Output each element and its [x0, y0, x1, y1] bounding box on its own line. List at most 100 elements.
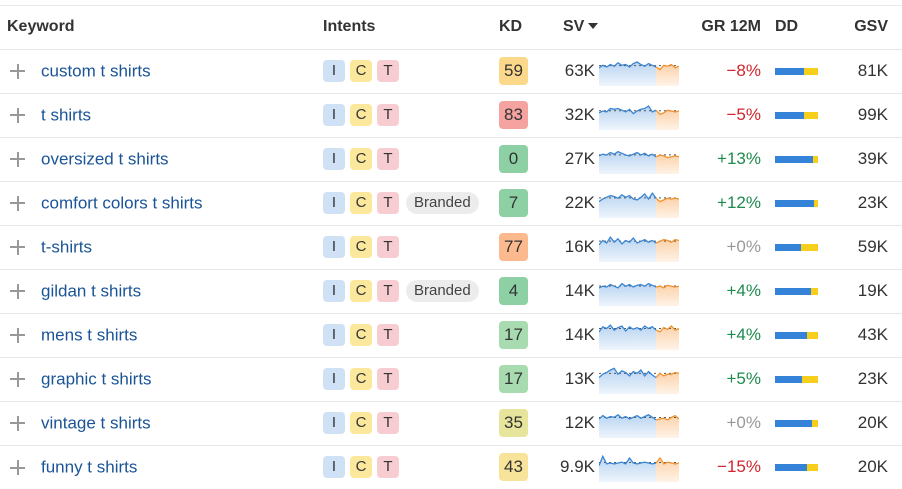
- dd-cell: [761, 137, 828, 182]
- trend-cell: [599, 401, 695, 446]
- search-volume: 14K: [549, 269, 599, 314]
- add-to-list-plus-icon[interactable]: [10, 327, 25, 343]
- keyword-link[interactable]: vintage t shirts: [41, 413, 151, 433]
- intent-informational-badge: I: [323, 236, 345, 258]
- search-volume-trend-sparkline: [599, 150, 679, 174]
- table-row: comfort colors t shirts I C T Branded 7 22K…: [0, 181, 902, 226]
- growth-12m: −15%: [717, 457, 761, 477]
- growth-12m: +0%: [695, 401, 761, 446]
- device-distribution-bar: [775, 288, 818, 296]
- row-overflow: [888, 445, 902, 489]
- row-overflow: [888, 93, 902, 138]
- row-overflow: [888, 313, 902, 358]
- keyword-link[interactable]: t shirts: [41, 105, 92, 125]
- keywords-table: Keyword Intents KD SV GR 12M DD GSV cust…: [0, 6, 902, 489]
- growth-12m: +13%: [695, 137, 761, 182]
- trend-cell: [599, 181, 695, 226]
- search-volume-trend-sparkline: [599, 61, 679, 86]
- keyword-cell: oversized t shirts: [0, 137, 323, 182]
- add-to-list-plus-icon[interactable]: [10, 195, 25, 211]
- add-to-list-plus-icon[interactable]: [10, 415, 25, 431]
- column-header-sv[interactable]: SV: [549, 6, 695, 50]
- intent-informational-badge: I: [323, 368, 345, 390]
- column-header-gsv[interactable]: GSV: [828, 6, 888, 50]
- trend-cell: [599, 313, 695, 358]
- keyword-difficulty-badge: 4: [499, 277, 528, 305]
- column-header-keyword[interactable]: Keyword: [0, 6, 323, 50]
- row-overflow: [888, 181, 902, 226]
- kd-cell: 35: [499, 401, 549, 446]
- keyword-difficulty-badge: 0: [499, 145, 528, 173]
- add-to-list-plus-icon[interactable]: [10, 239, 25, 255]
- column-header-intents[interactable]: Intents: [323, 6, 499, 50]
- intent-commercial-badge: C: [350, 192, 372, 214]
- keyword-link[interactable]: t-shirts: [41, 237, 92, 257]
- keyword-link[interactable]: oversized t shirts: [41, 149, 169, 169]
- keyword-link[interactable]: funny t shirts: [41, 457, 138, 477]
- intent-transactional-badge: T: [377, 148, 399, 170]
- global-search-volume: 23K: [828, 181, 888, 226]
- keyword-cell: custom t shirts: [0, 49, 323, 94]
- add-to-list-plus-icon[interactable]: [10, 460, 25, 475]
- keyword-cell: gildan t shirts: [0, 269, 323, 314]
- intent-informational-badge: I: [323, 324, 345, 346]
- growth-12m: +4%: [695, 269, 761, 314]
- growth-12m: +5%: [695, 357, 761, 402]
- branded-badge: Branded: [406, 280, 479, 302]
- keyword-cell: t shirts: [0, 93, 323, 138]
- intent-commercial-badge: C: [350, 324, 372, 346]
- trend-cell: [599, 93, 695, 138]
- keyword-difficulty-badge: 35: [499, 409, 528, 437]
- intent-transactional-badge: T: [377, 280, 399, 302]
- row-overflow: [888, 357, 902, 402]
- add-to-list-plus-icon[interactable]: [10, 283, 25, 299]
- keyword-link[interactable]: custom t shirts: [41, 61, 151, 81]
- search-volume: 13K: [549, 357, 599, 402]
- intent-commercial-badge: C: [350, 60, 372, 82]
- keyword-link[interactable]: graphic t shirts: [41, 369, 152, 389]
- intent-transactional-badge: T: [377, 104, 399, 126]
- keyword-link[interactable]: comfort colors t shirts: [41, 193, 203, 213]
- column-header-kd[interactable]: KD: [499, 6, 549, 50]
- growth-12m: +4%: [695, 313, 761, 358]
- add-to-list-plus-icon[interactable]: [10, 151, 25, 167]
- intent-commercial-badge: C: [350, 456, 372, 479]
- kd-cell: 4: [499, 269, 549, 314]
- kd-cell: 43: [499, 445, 549, 489]
- row-overflow: [888, 269, 902, 314]
- add-to-list-plus-icon[interactable]: [10, 371, 25, 387]
- keyword-difficulty-badge: 17: [499, 365, 528, 393]
- intents-cell: I C T Branded: [323, 181, 499, 226]
- device-distribution-bar: [775, 156, 818, 164]
- kd-cell: 77: [499, 225, 549, 270]
- add-to-list-plus-icon[interactable]: [10, 107, 25, 123]
- search-volume: 27K: [549, 137, 599, 182]
- intent-commercial-badge: C: [350, 412, 372, 434]
- search-volume-trend-sparkline: [599, 324, 679, 350]
- intent-transactional-badge: T: [377, 192, 399, 214]
- keyword-link[interactable]: mens t shirts: [41, 325, 138, 345]
- column-header-dd[interactable]: DD: [761, 6, 828, 50]
- sort-desc-icon: [588, 23, 599, 30]
- keyword-link[interactable]: gildan t shirts: [41, 281, 142, 301]
- intent-informational-badge: I: [323, 456, 345, 479]
- row-overflow: [888, 49, 902, 94]
- column-header-gr12m[interactable]: GR 12M: [695, 6, 761, 50]
- dd-cell: [761, 93, 828, 138]
- growth-12m: −8%: [695, 49, 761, 94]
- add-to-list-plus-icon[interactable]: [10, 63, 25, 79]
- device-distribution-bar: [775, 68, 818, 76]
- keyword-cell: graphic t shirts: [0, 357, 323, 402]
- dd-cell: [761, 49, 828, 94]
- keyword-cell: vintage t shirts: [0, 401, 323, 446]
- kd-cell: 17: [499, 357, 549, 402]
